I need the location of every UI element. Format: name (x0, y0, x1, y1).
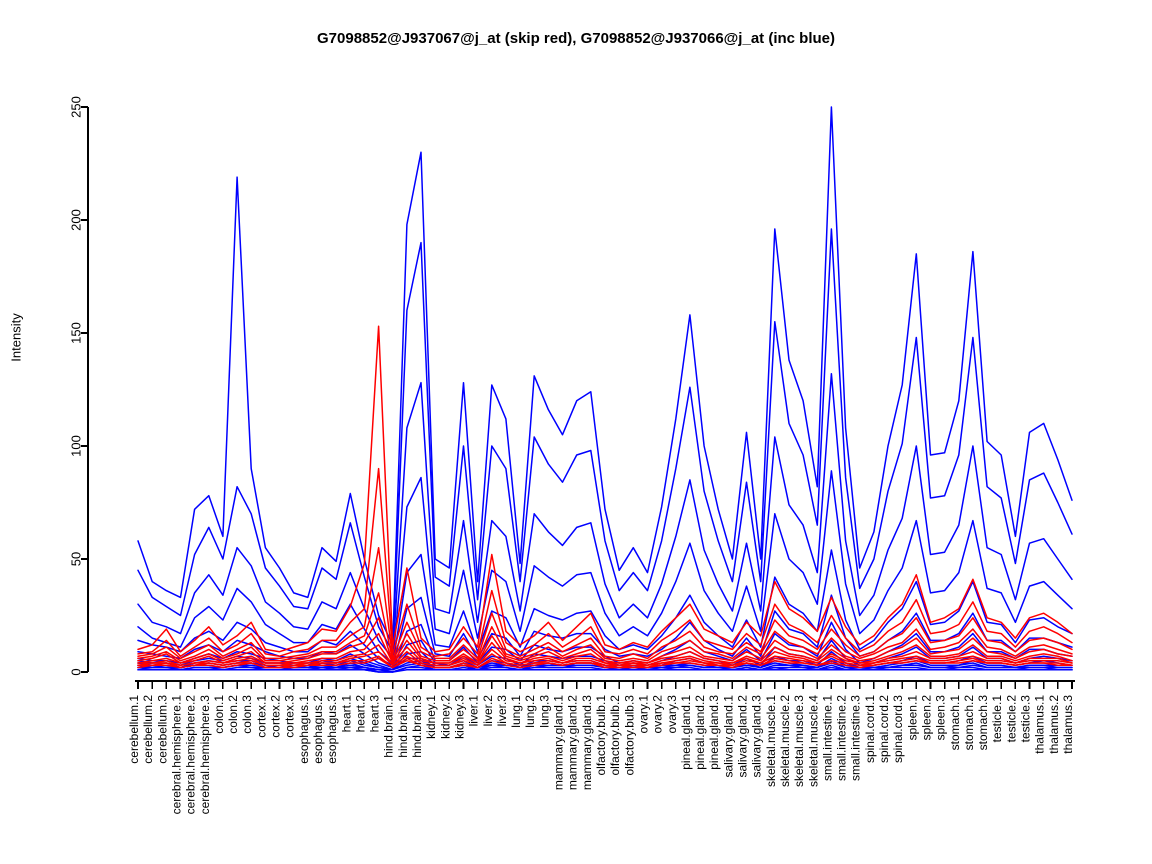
x-axis-tick-label: olfactory.bulb.2 (608, 695, 622, 776)
x-axis-tick-label: liver.3 (495, 695, 509, 727)
x-axis-tick-label: pineal.gland.3 (707, 695, 721, 770)
x-axis-tick-label: lung.1 (509, 695, 523, 728)
x-axis-tick-label: liver.1 (467, 695, 481, 727)
x-axis-tick-label: colon.2 (226, 695, 240, 734)
series-line-skip (137, 617, 1073, 664)
x-axis-tick-label: stomach.3 (976, 695, 990, 751)
x-axis-tick-label: stomach.1 (948, 695, 962, 751)
series-line-inc (137, 372, 1073, 660)
series-line-skip (137, 592, 1073, 662)
y-axis-tick-label: 100 (69, 435, 84, 457)
series-line-inc (137, 470, 1073, 664)
x-axis-tick-label: olfactory.bulb.3 (622, 695, 636, 776)
x-axis-tick-label: cerebellum.3 (155, 695, 169, 764)
series-line-inc (137, 664, 1073, 673)
x-axis-tick-label: stomach.2 (962, 695, 976, 751)
y-axis-tick-label: 150 (69, 322, 84, 344)
x-axis-tick-label: esophagus.3 (325, 695, 339, 764)
x-axis-tick-label: esophagus.2 (311, 695, 325, 764)
series-line-skip (137, 657, 1073, 669)
series-line-skip (137, 655, 1073, 669)
series-line-inc (137, 668, 1073, 673)
x-axis-tick-label: cerebral.hemisphere.2 (184, 695, 198, 815)
x-axis-tick-label: colon.1 (212, 695, 226, 734)
x-axis-tick-label: spleen.1 (905, 695, 919, 741)
x-axis-tick-label: spinal.cord.3 (891, 695, 905, 763)
x-axis-tick-label: heart.2 (353, 695, 367, 733)
x-axis-tick-label: spinal.cord.2 (877, 695, 891, 763)
page-title: G7098852@J937067@j_at (skip red), G70988… (317, 30, 835, 47)
x-axis-tick-label: cerebral.hemisphere.1 (169, 695, 183, 815)
series-line-skip (137, 325, 1073, 653)
series-line-inc (137, 228, 1073, 653)
x-axis-tick-label: lung.2 (523, 695, 537, 728)
x-axis-tick-label: ovary.1 (636, 695, 650, 734)
x-axis-tick-label: small.intestine.3 (849, 695, 863, 781)
x-axis-tick-label: testicle.1 (990, 695, 1004, 743)
series-line-skip (137, 644, 1073, 666)
x-axis-tick-label: olfactory.bulb.1 (594, 695, 608, 776)
x-axis-tick-label: spleen.3 (934, 695, 948, 741)
x-axis-tick-label: cerebellum.1 (127, 695, 141, 764)
x-axis-tick-label: pineal.gland.1 (679, 695, 693, 770)
y-axis: 0 50 100 150 200 250 (69, 96, 89, 676)
series-line-inc (137, 106, 1073, 646)
x-axis-tick-label: hind.brain.3 (410, 695, 424, 758)
x-axis-tick-label: salivary.gland.3 (750, 695, 764, 778)
x-axis-tick-label: hind.brain.1 (382, 695, 396, 758)
x-axis-tick-label: cortex.1 (254, 695, 268, 738)
series-lines (137, 106, 1073, 673)
x-axis-tick-label: cortex.3 (283, 695, 297, 738)
y-axis-tick-label: 50 (69, 552, 84, 566)
x-axis-tick-labels: cerebellum.1 cerebellum.2 cerebellum.3 cere… (127, 695, 1075, 815)
y-axis-tick-label: 200 (69, 209, 84, 231)
x-axis-tick-label: ovary.3 (665, 695, 679, 734)
x-axis-tick-label: spinal.cord.1 (863, 695, 877, 763)
x-axis-tick-label: hind.brain.2 (396, 695, 410, 758)
series-line-skip (137, 546, 1073, 660)
x-axis-tick-label: lung.3 (537, 695, 551, 728)
x-axis-tick-label: mammary.gland.3 (580, 695, 594, 790)
x-axis-tick-label: skeletal.muscle.4 (806, 695, 820, 787)
x-axis-tick-label: heart.3 (368, 695, 382, 733)
x-axis-tick-label: ovary.2 (651, 695, 665, 734)
x-axis-tick-label: small.intestine.2 (835, 695, 849, 781)
y-axis-tick-label: 250 (69, 96, 84, 118)
x-axis-tick-label: skeletal.muscle.3 (792, 695, 806, 787)
x-axis-tick-label: cerebellum.2 (141, 695, 155, 764)
x-axis-tick-label: cortex.2 (269, 695, 283, 738)
x-axis-tick-label: thalamus.3 (1061, 695, 1075, 754)
series-line-skip (137, 467, 1073, 657)
x-axis-tick-label: esophagus.1 (297, 695, 311, 764)
x-axis-tick-label: pineal.gland.2 (693, 695, 707, 770)
x-axis (135, 680, 1075, 689)
x-axis-tick-label: spleen.2 (919, 695, 933, 741)
series-line-inc (137, 662, 1073, 671)
x-axis-tick-label: mammary.gland.1 (552, 695, 566, 790)
x-axis-tick-label: testicle.2 (1004, 695, 1018, 743)
x-axis-tick-label: salivary.gland.2 (736, 695, 750, 778)
x-axis-tick-label: testicle.3 (1019, 695, 1033, 743)
x-axis-tick-label: thalamus.1 (1033, 695, 1047, 754)
x-axis-tick-label: skeletal.muscle.1 (764, 695, 778, 787)
x-axis-tick-label: kidney.3 (452, 695, 466, 739)
x-axis-tick-label: colon.3 (240, 695, 254, 734)
x-axis-tick-label: kidney.2 (438, 695, 452, 739)
x-axis-tick-label: small.intestine.1 (820, 695, 834, 781)
x-axis-tick-label: kidney.1 (424, 695, 438, 739)
x-axis-tick-label: skeletal.muscle.2 (778, 695, 792, 787)
x-axis-tick-label: mammary.gland.2 (566, 695, 580, 790)
x-axis-tick-label: cerebral.hemisphere.3 (198, 695, 212, 815)
y-axis-tick-label: 0 (69, 668, 84, 675)
x-axis-tick-label: heart.1 (339, 695, 353, 733)
x-axis-tick-label: salivary.gland.1 (721, 695, 735, 778)
x-axis-tick-label: liver.2 (481, 695, 495, 727)
x-axis-tick-label: thalamus.2 (1047, 695, 1061, 754)
